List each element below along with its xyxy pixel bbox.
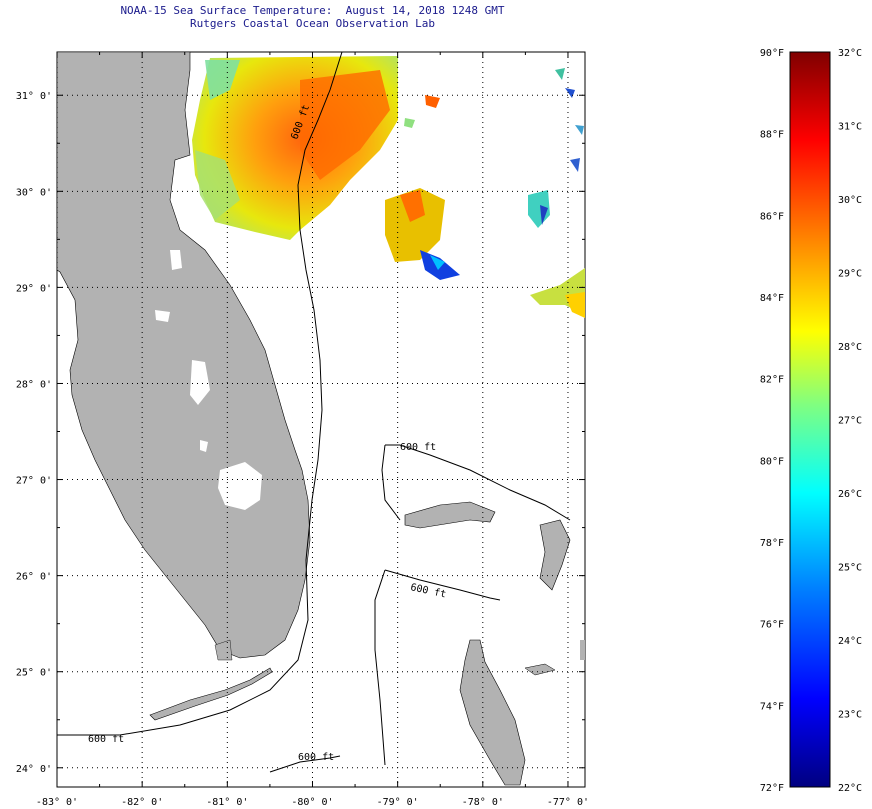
lat-label-6: 25° 0' — [16, 668, 52, 679]
map-subtitle: Rutgers Coastal Ocean Observation Lab — [189, 17, 436, 30]
colorbar-f-label-1: 88°F — [760, 130, 784, 141]
latitude-tick-labels: 31° 0' 30° 0' 29° 0' 28° 0' 27° 0' 26° 0' 25° … — [16, 91, 52, 775]
lat-label-1: 30° 0' — [16, 187, 52, 198]
sst-swath-north — [192, 56, 398, 240]
lon-label-5: -78° 0' — [462, 797, 504, 808]
isobath-600ft-contours — [57, 52, 571, 773]
graticule — [56, 52, 585, 787]
axis-ticks — [56, 52, 585, 787]
colorbar-c-label-8: 24°C — [838, 636, 862, 647]
contour-label-south: 600 ft — [298, 752, 334, 763]
lon-label-0: -83° 0' — [36, 797, 78, 808]
colorbar-f-label-0: 90°F — [760, 48, 784, 59]
lon-label-4: -79° 0' — [377, 797, 419, 808]
florida-landmass — [57, 52, 311, 721]
lat-label-0: 31° 0' — [16, 91, 52, 102]
colorbar-c-label-0: 32°C — [838, 48, 862, 59]
colorbar-c-label-9: 23°C — [838, 710, 862, 721]
longitude-tick-labels: -83° 0' -82° 0' -81° 0' -80° 0' -79° 0' -78° … — [36, 797, 589, 808]
sst-patches — [385, 68, 585, 318]
colorbar-f-label-2: 86°F — [760, 211, 784, 222]
colorbar — [789, 51, 831, 788]
lon-label-3: -80° 0' — [291, 797, 333, 808]
colorbar-c-label-1: 31°C — [838, 122, 862, 133]
lon-label-6: -77° 0' — [547, 797, 589, 808]
colorbar-f-label-9: 72°F — [760, 783, 784, 794]
lon-label-1: -82° 0' — [121, 797, 163, 808]
colorbar-fahrenheit-labels: 90°F 88°F 86°F 84°F 82°F 80°F 78°F 76°F 74°F 72°F — [760, 48, 784, 794]
colorbar-f-label-7: 76°F — [760, 620, 784, 631]
lon-label-2: -81° 0' — [206, 797, 248, 808]
colorbar-f-label-8: 74°F — [760, 701, 784, 712]
contour-label-keys: 600 ft — [88, 734, 124, 745]
colorbar-c-label-4: 28°C — [838, 342, 862, 353]
colorbar-f-label-3: 84°F — [760, 293, 784, 304]
contour-label-bahamas-north: 600 ft — [400, 442, 436, 453]
colorbar-f-label-4: 82°F — [760, 375, 784, 386]
lat-label-7: 24° 0' — [16, 764, 52, 775]
lat-label-5: 26° 0' — [16, 572, 52, 583]
lat-label-3: 28° 0' — [16, 379, 52, 390]
lat-label-2: 29° 0' — [16, 283, 52, 294]
colorbar-f-label-5: 80°F — [760, 456, 784, 467]
map-title: NOAA-15 Sea Surface Temperature: August … — [120, 4, 505, 17]
lat-label-4: 27° 0' — [16, 476, 52, 487]
colorbar-c-label-10: 22°C — [838, 783, 862, 794]
colorbar-f-label-6: 78°F — [760, 538, 784, 549]
colorbar-c-label-3: 29°C — [838, 269, 862, 280]
bahamas-landmass — [404, 501, 585, 786]
colorbar-c-label-7: 25°C — [838, 563, 862, 574]
colorbar-celsius-labels: 32°C 31°C 30°C 29°C 28°C 27°C 26°C 25°C 24°C 23°C… — [838, 48, 862, 794]
colorbar-c-label-2: 30°C — [838, 195, 862, 206]
map-title-block: NOAA-15 Sea Surface Temperature: August … — [0, 4, 625, 30]
colorbar-c-label-6: 26°C — [838, 489, 862, 500]
colorbar-c-label-5: 27°C — [838, 416, 862, 427]
